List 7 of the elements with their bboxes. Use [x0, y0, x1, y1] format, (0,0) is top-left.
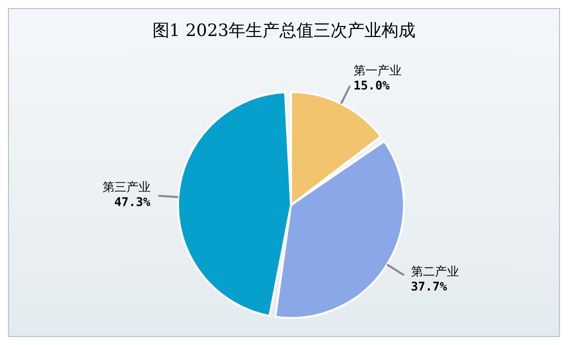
data-label: 47.3%: [114, 195, 152, 210]
data-label: 15.0%: [354, 78, 390, 93]
data-label: 37.7%: [410, 279, 448, 294]
chart-title: 图1 2023年生产总值三次产业构成: [151, 20, 417, 43]
slice-label: 第二产业: [410, 264, 459, 278]
slice-label: 第三产业: [102, 180, 150, 194]
slice-label: 第一产业: [354, 64, 402, 78]
